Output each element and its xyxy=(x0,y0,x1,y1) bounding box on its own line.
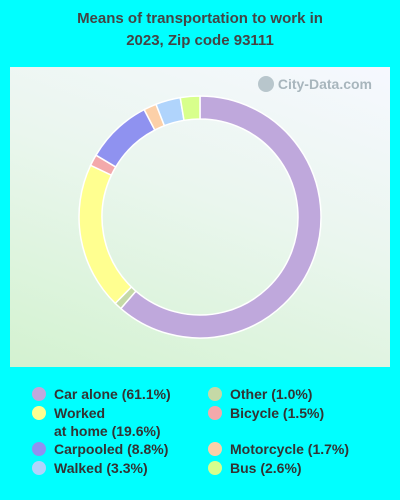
legend-swatch-bus xyxy=(208,461,222,475)
slice-car-alone xyxy=(119,95,322,339)
legend-item-carpooled: Carpooled (8.8%) xyxy=(32,440,168,458)
legend-label-bus: Bus (2.6%) xyxy=(230,460,302,476)
donut-chart xyxy=(78,95,322,339)
watermark-text: City-Data.com xyxy=(277,76,372,92)
chart-plot-area: City-Data.com xyxy=(10,67,390,367)
legend-swatch-other xyxy=(208,387,222,401)
slice-worked-at-home xyxy=(78,164,133,305)
slice-bus xyxy=(179,95,201,122)
legend-label-car-alone: Car alone (61.1%) xyxy=(54,386,171,402)
legend-item-other: Other (1.0%) xyxy=(208,385,312,403)
legend-item-walked: Walked (3.3%) xyxy=(32,459,148,477)
legend-item-bicycle: Bicycle (1.5%) xyxy=(208,404,324,422)
watermark: City-Data.com xyxy=(257,76,372,92)
slice-carpooled xyxy=(94,108,156,168)
legend-swatch-walked xyxy=(32,461,46,475)
city-data-logo-icon xyxy=(257,76,274,92)
legend-item-car-alone: Car alone (61.1%) xyxy=(32,385,171,403)
legend-item-motorcycle: Motorcycle (1.7%) xyxy=(208,440,349,458)
legend-swatch-motorcycle xyxy=(208,442,222,456)
chart-legend: Car alone (61.1%) Worked at home (19.6%) C… xyxy=(0,385,400,495)
legend-label-motorcycle: Motorcycle (1.7%) xyxy=(230,441,350,457)
legend-label-walked: Walked (3.3%) xyxy=(54,460,148,476)
legend-label-worked-at-home: Worked at home (19.6%) xyxy=(54,405,161,439)
chart-title: Means of transportation to work in 2023, … xyxy=(77,10,323,49)
legend-swatch-carpooled xyxy=(32,442,46,456)
legend-item-bus: Bus (2.6%) xyxy=(208,459,302,477)
legend-swatch-bicycle xyxy=(208,406,222,420)
legend-label-carpooled: Carpooled (8.8%) xyxy=(54,441,169,457)
legend-label-other: Other (1.0%) xyxy=(230,386,313,402)
legend-label-bicycle: Bicycle (1.5%) xyxy=(230,405,325,421)
legend-swatch-car-alone xyxy=(32,387,46,401)
legend-item-worked-at-home: Worked at home (19.6%) xyxy=(32,404,161,440)
legend-swatch-worked-at-home xyxy=(32,406,46,420)
